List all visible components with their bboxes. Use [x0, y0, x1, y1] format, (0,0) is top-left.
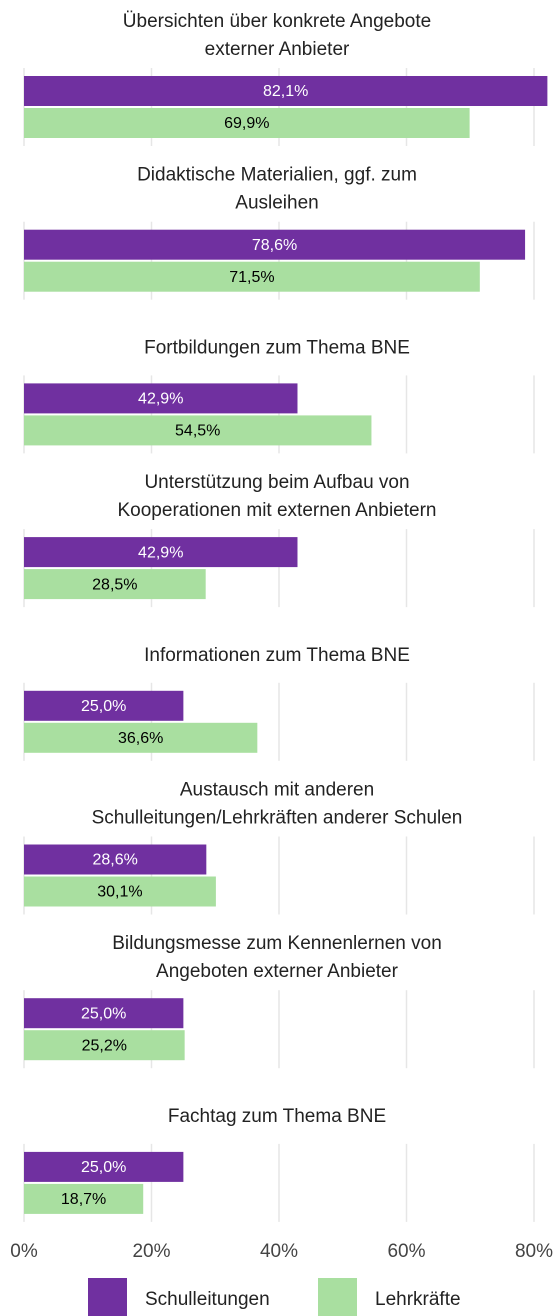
value-label: 36,6%: [118, 730, 163, 747]
bar: [24, 569, 206, 600]
value-label: 42,9%: [138, 391, 183, 408]
category-label: Ausleihen: [235, 193, 318, 214]
bar: [24, 76, 548, 106]
category-label: externer Anbieter: [205, 39, 350, 60]
value-label: 28,6%: [92, 852, 137, 869]
value-label: 30,1%: [97, 884, 142, 901]
legend-swatch: [88, 1278, 127, 1316]
bar: [24, 415, 372, 446]
bar: [24, 690, 184, 721]
category-label: Kooperationen mit externen Anbietern: [118, 500, 437, 521]
value-label: 54,5%: [175, 423, 220, 440]
x-tick-label: 40%: [260, 1241, 298, 1262]
legend-label: Lehrkräfte: [375, 1289, 461, 1310]
bar: [24, 876, 216, 907]
category-label: Übersichten über konkrete Angebote: [123, 11, 431, 32]
x-tick-label: 80%: [515, 1241, 553, 1262]
legend-label: Schulleitungen: [145, 1289, 270, 1310]
category-label: Schulleitungen/Lehrkräften anderer Schul…: [92, 808, 463, 829]
bar: [24, 383, 298, 414]
category-label: Fachtag zum Thema BNE: [168, 1106, 386, 1127]
bar: [24, 229, 526, 260]
value-label: 18,7%: [61, 1191, 106, 1208]
x-tick-label: 60%: [387, 1241, 425, 1262]
bar: [24, 1151, 184, 1182]
value-label: 28,5%: [92, 576, 137, 593]
category-label: Unterstützung beim Aufbau von: [144, 472, 409, 493]
value-label: 42,9%: [138, 544, 183, 561]
bar: [24, 1183, 144, 1214]
value-label: 78,6%: [252, 237, 297, 254]
category-label: Austausch mit anderen: [180, 780, 374, 801]
category-label: Informationen zum Thema BNE: [144, 645, 410, 666]
bar: [24, 998, 184, 1029]
x-tick-label: 0%: [10, 1241, 38, 1262]
category-label: Fortbildungen zum Thema BNE: [144, 337, 410, 358]
category-label: Bildungsmesse zum Kennenlernen von: [112, 933, 442, 954]
bar: [24, 108, 470, 138]
value-label: 71,5%: [229, 269, 274, 286]
value-label: 25,0%: [81, 1005, 126, 1022]
value-label: 25,0%: [81, 1159, 126, 1176]
value-label: 69,9%: [224, 115, 269, 132]
bar: [24, 1030, 185, 1061]
bar: [24, 537, 298, 568]
bar: [24, 261, 480, 292]
value-label: 25,0%: [81, 698, 126, 715]
value-label: 82,1%: [263, 83, 308, 100]
legend-swatch: [318, 1278, 357, 1316]
bar: [24, 722, 258, 753]
x-tick-label: 20%: [132, 1241, 170, 1262]
category-label: Angeboten externer Anbieter: [156, 961, 399, 982]
value-label: 25,2%: [82, 1037, 127, 1054]
category-label: Didaktische Materialien, ggf. zum: [137, 165, 417, 186]
bar: [24, 844, 207, 875]
